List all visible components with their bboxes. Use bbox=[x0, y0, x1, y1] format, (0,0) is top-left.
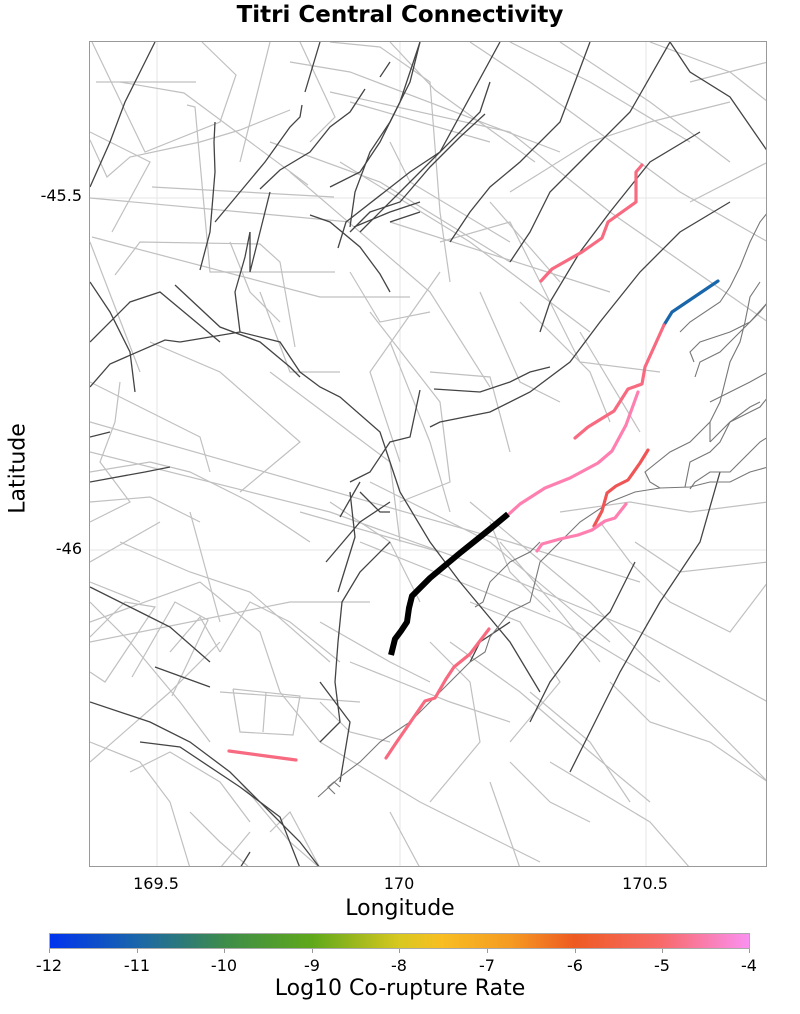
x-tick-label: 170.5 bbox=[622, 874, 668, 893]
colorbar-tick-label: -10 bbox=[210, 956, 238, 975]
corupture-fault-3 bbox=[573, 323, 666, 440]
colorbar-tick-mark bbox=[224, 949, 225, 953]
colorbar-tick-mark bbox=[137, 949, 138, 953]
coastline bbox=[317, 213, 766, 798]
corupture-fault-4 bbox=[507, 390, 640, 516]
y-tick-label: -46 bbox=[55, 539, 82, 558]
corupture-fault-1 bbox=[539, 163, 644, 283]
colorbar-tick-mark bbox=[312, 949, 313, 953]
colorbar-tick-label: -4 bbox=[741, 956, 757, 975]
y-tick-label: -45.5 bbox=[40, 186, 82, 205]
corupture-fault-8 bbox=[227, 749, 298, 762]
fault-traces-light bbox=[90, 42, 766, 866]
colorbar-tick-mark bbox=[575, 949, 576, 953]
corupture-fault-2 bbox=[662, 279, 720, 327]
colorbar-label: Log10 Co-rupture Rate bbox=[274, 976, 526, 1001]
colorbar-tick-label: -6 bbox=[567, 956, 583, 975]
x-tick-label: 170 bbox=[383, 874, 415, 893]
x-tick-label: 169.5 bbox=[133, 874, 179, 893]
map-plot-area[interactable] bbox=[89, 41, 767, 867]
colorbar-tick-mark bbox=[749, 949, 750, 953]
colorbar-tick-mark bbox=[487, 949, 488, 953]
colorbar-tick-mark bbox=[49, 949, 50, 953]
colorbar-tick-label: -9 bbox=[304, 956, 320, 975]
fault-map bbox=[90, 42, 766, 866]
corupture-fault-6 bbox=[535, 502, 628, 553]
corupture-faults bbox=[227, 163, 720, 762]
colorbar-tick-label: -11 bbox=[123, 956, 151, 975]
x-axis-label: Longitude bbox=[345, 896, 455, 921]
corupture-fault-5 bbox=[592, 448, 650, 528]
colorbar bbox=[49, 933, 750, 949]
colorbar-tick-label: -7 bbox=[479, 956, 495, 975]
y-axis-label: Latitude bbox=[5, 423, 31, 514]
corupture-fault-7 bbox=[384, 627, 491, 760]
fault-traces-dark bbox=[90, 42, 766, 866]
colorbar-tick-label: -12 bbox=[35, 956, 63, 975]
colorbar-tick-label: -8 bbox=[391, 956, 407, 975]
colorbar-tick-mark bbox=[399, 949, 400, 953]
colorbar-tick-label: -5 bbox=[654, 956, 670, 975]
chart-title: Titri Central Connectivity bbox=[236, 2, 564, 28]
colorbar-tick-mark bbox=[662, 949, 663, 953]
source-fault-titri-central bbox=[388, 511, 510, 656]
